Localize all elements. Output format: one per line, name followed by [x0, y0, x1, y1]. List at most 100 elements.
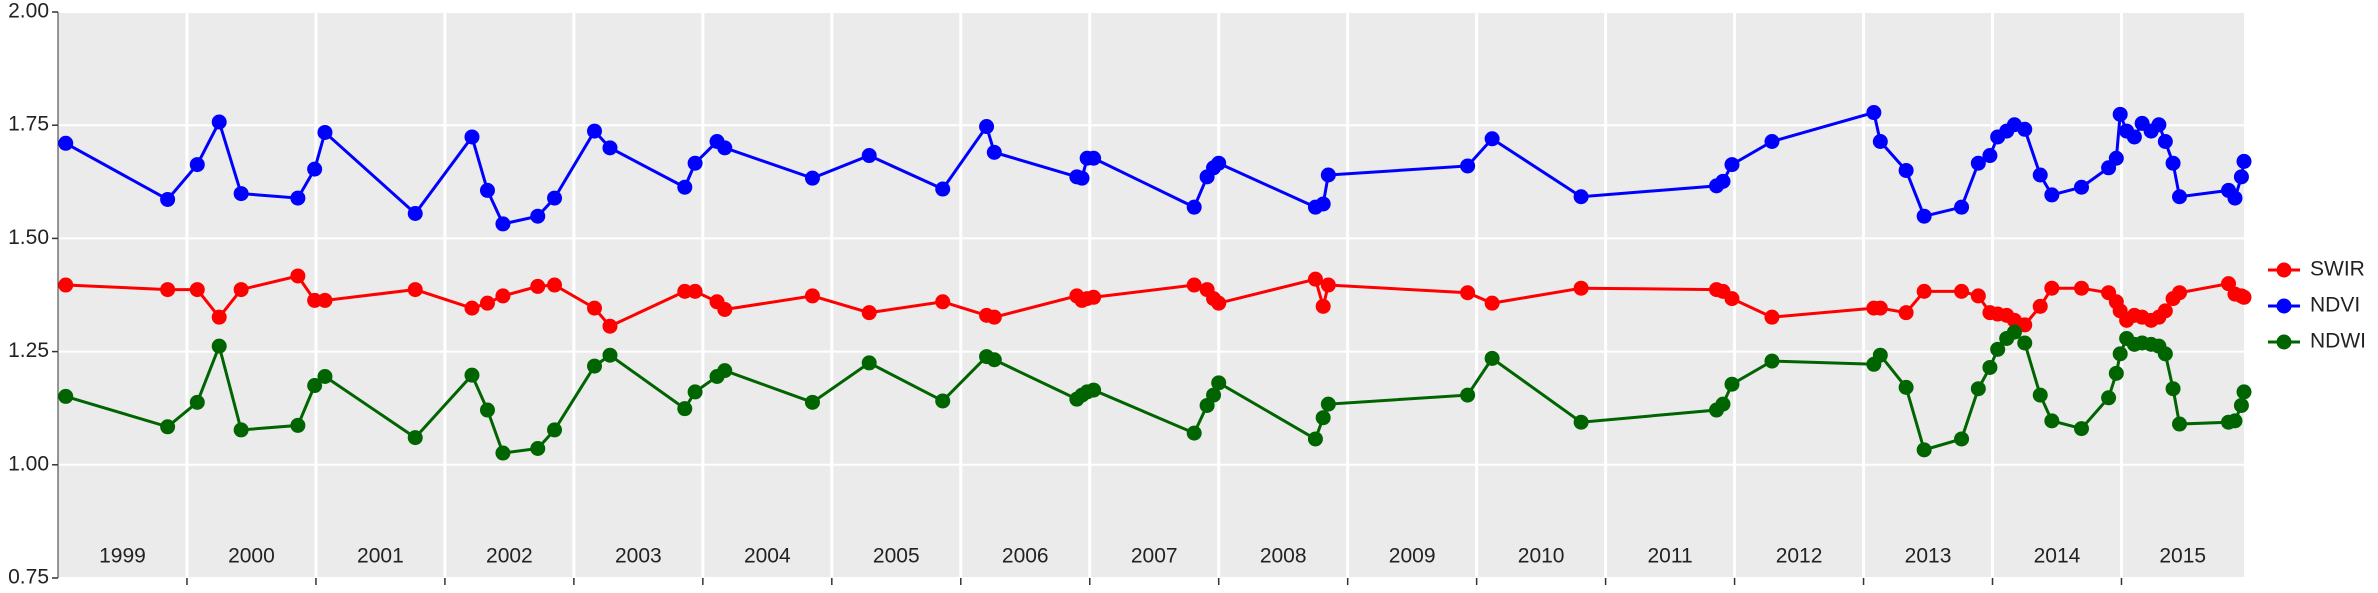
- data-point: [1186, 277, 1202, 293]
- data-point: [464, 367, 480, 383]
- data-point: [1982, 359, 1998, 375]
- data-point: [687, 283, 703, 299]
- data-point: [290, 417, 306, 433]
- data-point: [587, 123, 603, 139]
- data-point: [211, 309, 227, 325]
- data-point: [58, 135, 74, 151]
- x-tick-label: 2015: [2159, 545, 2206, 568]
- data-point: [1982, 148, 1998, 164]
- data-point: [495, 288, 511, 304]
- data-point: [935, 294, 951, 310]
- data-point: [986, 144, 1002, 160]
- data-point: [717, 140, 733, 156]
- x-tick-label: 2011: [1648, 545, 1693, 568]
- data-point: [2157, 134, 2173, 150]
- data-point: [317, 292, 333, 308]
- data-point: [687, 155, 703, 171]
- data-point: [189, 282, 205, 298]
- legend-key-point: [2276, 334, 2292, 350]
- data-point: [2074, 280, 2090, 296]
- data-point: [233, 422, 249, 438]
- data-point: [2032, 387, 2048, 403]
- data-point: [2151, 117, 2167, 133]
- data-point: [1320, 396, 1336, 412]
- data-point: [804, 170, 820, 186]
- data-point: [290, 268, 306, 284]
- data-point: [2157, 303, 2173, 319]
- data-point: [307, 161, 323, 177]
- data-point: [1211, 155, 1227, 171]
- x-tick-label: 2006: [1002, 545, 1049, 568]
- data-point: [495, 216, 511, 232]
- data-point: [861, 305, 877, 321]
- data-point: [986, 352, 1002, 368]
- data-point: [1916, 283, 1932, 299]
- data-point: [547, 422, 563, 438]
- data-point: [1916, 442, 1932, 458]
- data-point: [587, 300, 603, 316]
- data-point: [2017, 121, 2033, 137]
- data-point: [1954, 283, 1970, 299]
- data-point: [1866, 105, 1882, 121]
- x-tick-label: 2000: [228, 545, 275, 568]
- data-point: [2233, 397, 2249, 413]
- data-point: [2172, 189, 2188, 205]
- data-point: [211, 114, 227, 130]
- legend-label: NDVI: [2310, 294, 2360, 317]
- data-point: [189, 394, 205, 410]
- data-point: [1954, 431, 1970, 447]
- data-point: [464, 300, 480, 316]
- data-point: [804, 288, 820, 304]
- data-point: [1074, 170, 1090, 186]
- data-point: [677, 179, 693, 195]
- data-point: [1573, 280, 1589, 296]
- y-tick-label: 1.25: [8, 339, 49, 362]
- data-point: [2074, 421, 2090, 437]
- data-point: [58, 388, 74, 404]
- x-tick-label: 2001: [357, 545, 404, 568]
- y-tick-label: 1.75: [8, 113, 49, 136]
- x-tick-label: 2012: [1776, 545, 1823, 568]
- data-point: [1724, 291, 1740, 307]
- data-point: [1764, 309, 1780, 325]
- data-point: [2165, 155, 2181, 171]
- data-point: [2236, 153, 2252, 169]
- data-point: [1307, 431, 1323, 447]
- x-tick-label: 2008: [1260, 545, 1307, 568]
- y-tick-label: 2.00: [8, 0, 49, 23]
- y-tick-label: 1.50: [8, 226, 49, 249]
- data-point: [1715, 396, 1731, 412]
- data-point: [317, 369, 333, 385]
- data-point: [2236, 289, 2252, 305]
- data-point: [407, 205, 423, 221]
- legend-key-point: [2276, 298, 2292, 314]
- data-point: [1315, 410, 1331, 426]
- data-point: [2017, 335, 2033, 351]
- data-point: [464, 129, 480, 145]
- data-point: [2044, 280, 2060, 296]
- data-point: [2157, 346, 2173, 362]
- x-tick-label: 2002: [486, 545, 533, 568]
- data-point: [317, 124, 333, 140]
- data-point: [2227, 413, 2243, 429]
- data-point: [307, 292, 323, 308]
- data-point: [2126, 129, 2142, 145]
- data-point: [677, 401, 693, 417]
- data-point: [2112, 346, 2128, 362]
- data-point: [1573, 189, 1589, 205]
- data-point: [1460, 387, 1476, 403]
- data-point: [717, 363, 733, 379]
- data-point: [233, 282, 249, 298]
- data-point: [2006, 324, 2022, 340]
- y-tick-label: 0.75: [8, 566, 49, 589]
- data-point: [1764, 134, 1780, 150]
- data-point: [2101, 390, 2117, 406]
- data-point: [1970, 155, 1986, 171]
- data-point: [861, 355, 877, 371]
- data-point: [979, 119, 995, 135]
- data-point: [1872, 347, 1888, 363]
- data-point: [935, 393, 951, 409]
- data-point: [189, 157, 205, 173]
- data-point: [1872, 300, 1888, 316]
- data-point: [717, 301, 733, 317]
